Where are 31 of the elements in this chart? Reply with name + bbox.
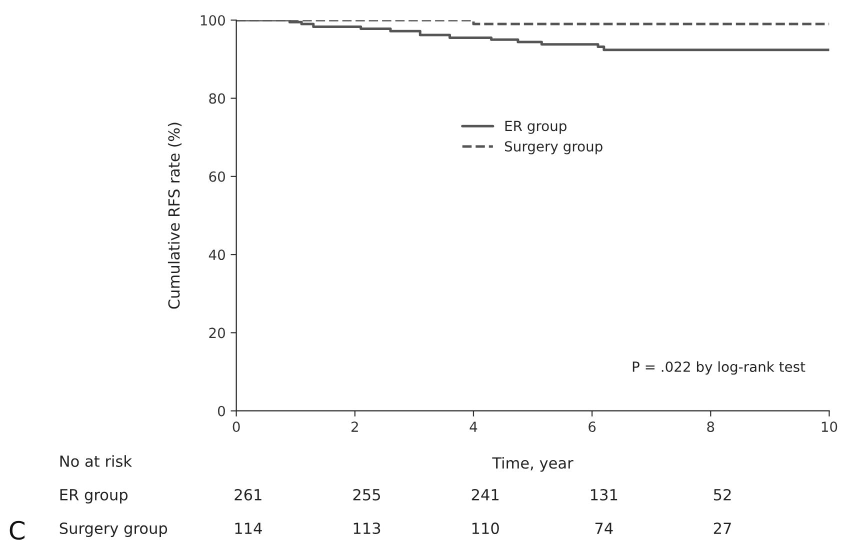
- text: 255: [353, 488, 380, 501]
- text: 114: [235, 522, 262, 534]
- y-tick-label: 100: [200, 15, 225, 26]
- text: 110: [472, 522, 499, 534]
- x-tick-label: 0: [232, 422, 240, 432]
- text: 27: [714, 522, 731, 534]
- text: No at risk: [60, 455, 132, 467]
- x-tick-label: 4: [470, 422, 478, 432]
- y-tick-label: 20: [209, 328, 225, 338]
- annotation: P = .022 by log-rank test: [632, 361, 806, 375]
- x-axis-title: Time, year: [492, 456, 574, 472]
- text: 241: [472, 488, 499, 500]
- y-tick-label: 0: [218, 406, 225, 416]
- y-axis-title: Cumulative RFS rate (%): [168, 122, 182, 309]
- x-tick-label: 2: [352, 422, 358, 432]
- text: 261: [234, 488, 262, 501]
- text: Surgery group: [60, 522, 168, 538]
- y-tick-label: 80: [209, 93, 225, 104]
- y-tick-label: 40: [208, 250, 225, 260]
- x-tick-label: 8: [707, 422, 714, 432]
- text: 113: [354, 522, 380, 534]
- text: 74: [595, 522, 613, 534]
- legend-label: ER group: [505, 120, 566, 134]
- x-tick-label: 10: [822, 422, 838, 432]
- text: C: [10, 520, 25, 540]
- text: 131: [591, 488, 618, 501]
- text: 52: [714, 488, 731, 501]
- x-tick-label: 6: [588, 422, 596, 432]
- y-tick-label: 60: [209, 171, 225, 182]
- text: ER group: [60, 489, 128, 504]
- legend-label: Surgery group: [504, 141, 602, 154]
